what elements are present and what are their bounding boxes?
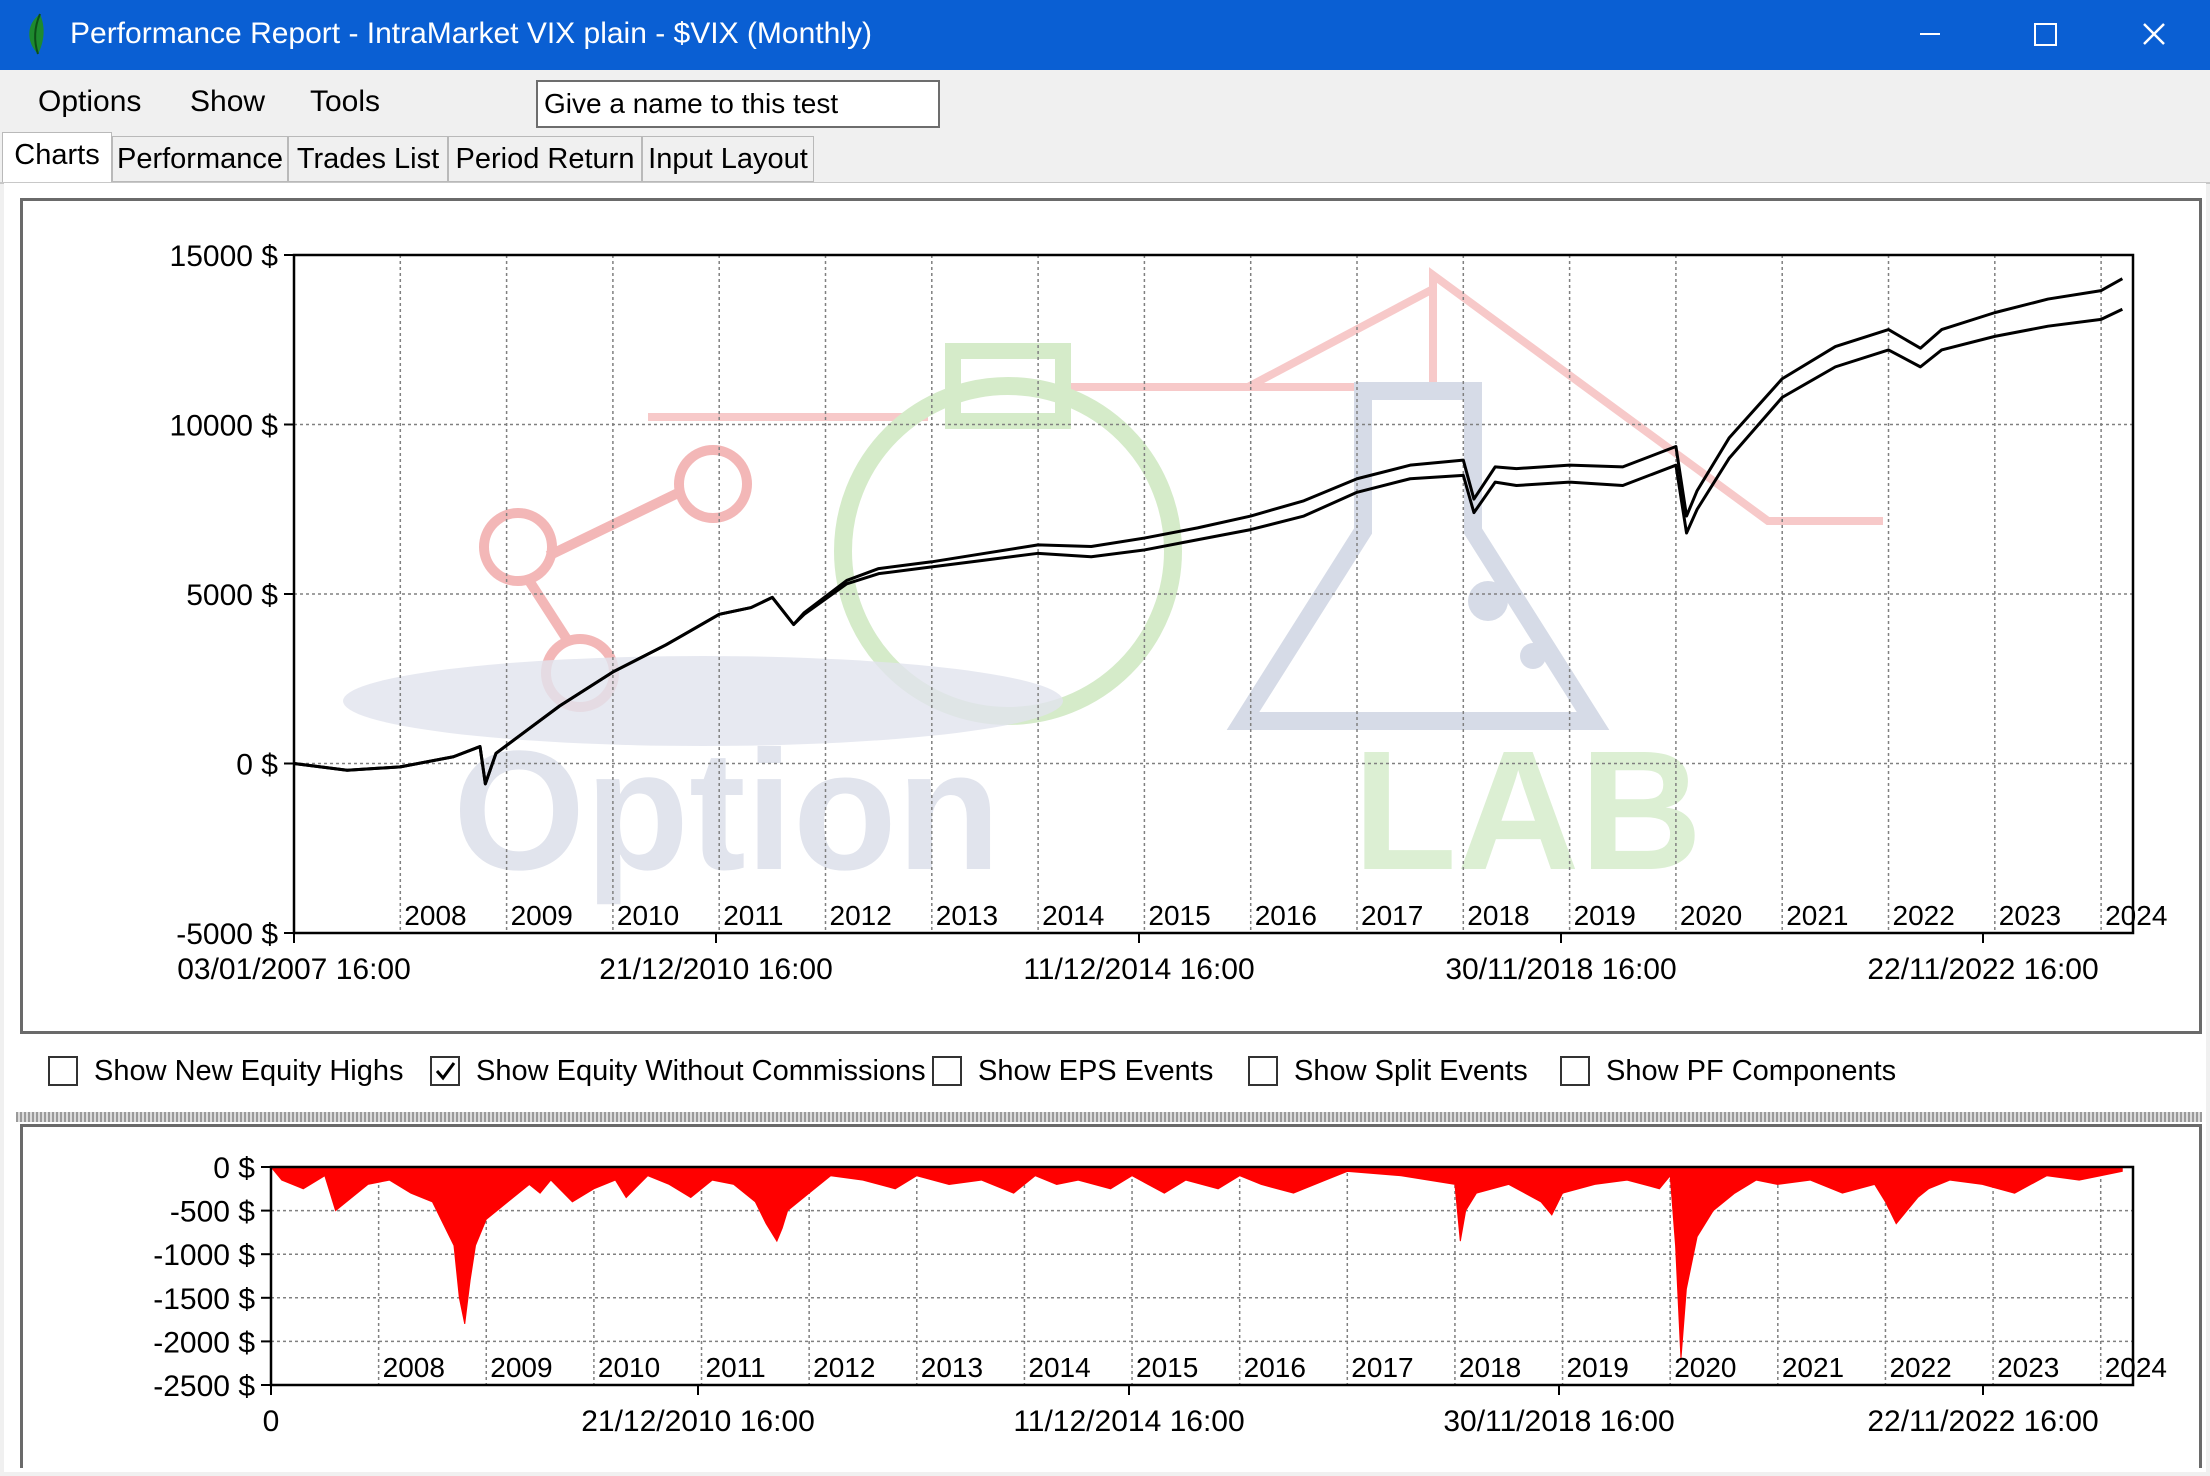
minimize-icon bbox=[1920, 33, 1940, 35]
year-label: 2012 bbox=[830, 900, 892, 931]
year-label: 2012 bbox=[813, 1352, 875, 1383]
year-label: 2016 bbox=[1255, 900, 1317, 931]
minimize-button[interactable] bbox=[1874, 0, 1984, 70]
year-label: 2024 bbox=[2105, 900, 2167, 931]
y-tick-label: -1000 $ bbox=[153, 1239, 255, 1272]
year-label: 2015 bbox=[1136, 1352, 1198, 1383]
checkbox-label: Show Split Events bbox=[1294, 1055, 1528, 1087]
menu-show[interactable]: Show bbox=[190, 85, 266, 118]
leaf-icon bbox=[29, 13, 44, 55]
tab-period-return[interactable]: Period Return bbox=[448, 136, 642, 182]
y-tick-label: -2500 $ bbox=[153, 1370, 255, 1403]
checkbox-label: Show PF Components bbox=[1606, 1055, 1897, 1087]
optionlab-watermark: Option LAB bbox=[343, 267, 1883, 906]
date-label: 22/11/2022 16:00 bbox=[1867, 1405, 2098, 1438]
date-label: 30/11/2018 16:00 bbox=[1445, 953, 1676, 986]
year-label: 2011 bbox=[706, 1352, 766, 1383]
checkbox-label: Show EPS Events bbox=[978, 1055, 1214, 1087]
checkbox-box[interactable] bbox=[932, 1056, 962, 1086]
test-name-input[interactable] bbox=[536, 80, 940, 128]
checkbox-label: Show Equity Without Commissions bbox=[476, 1055, 926, 1087]
checkbox-label: Show New Equity Highs bbox=[94, 1055, 404, 1087]
watermark-lab-text: LAB bbox=[1353, 716, 1702, 906]
year-label: 2023 bbox=[1997, 1352, 2059, 1383]
year-label: 2016 bbox=[1244, 1352, 1306, 1383]
year-label: 2017 bbox=[1351, 1352, 1413, 1383]
year-label: 2019 bbox=[1567, 1352, 1629, 1383]
year-label: 2008 bbox=[383, 1352, 445, 1383]
plot-frame bbox=[292, 253, 2135, 935]
year-label: 2019 bbox=[1574, 900, 1636, 931]
checkbox-box[interactable] bbox=[48, 1056, 78, 1086]
equity-line bbox=[293, 277, 2124, 786]
year-label: 2018 bbox=[1459, 1352, 1521, 1383]
drawdown-area bbox=[269, 1166, 2123, 1359]
plot-frame bbox=[269, 1165, 2135, 1387]
year-label: 2020 bbox=[1674, 1352, 1736, 1383]
checkmark-icon bbox=[435, 1062, 456, 1081]
year-label: 2024 bbox=[2105, 1352, 2167, 1383]
chart-options: Show New Equity Highs Show Equity Withou… bbox=[0, 1040, 2210, 1106]
maximize-icon bbox=[2034, 23, 2057, 46]
year-label: 2014 bbox=[1042, 900, 1104, 931]
drawdown-chart-panel: 0 $ -500 $ -1000 $ -1500 $ -2000 $ -2500 $ 200… bbox=[20, 1124, 2202, 1468]
year-label: 2009 bbox=[511, 900, 573, 931]
date-label: 11/12/2014 16:00 bbox=[1023, 953, 1254, 986]
year-label: 2013 bbox=[936, 900, 998, 931]
equity-chart: Option LAB 15000 $ 10000 $ 5000 $ 0 $ -5000 … bbox=[170, 240, 2168, 986]
equity-chart-panel: Option LAB 15000 $ 10000 $ 5000 $ 0 $ -5000 … bbox=[20, 198, 2202, 1034]
date-label: 30/11/2018 16:00 bbox=[1443, 1405, 1674, 1438]
year-label: 2013 bbox=[921, 1352, 983, 1383]
year-label: 2015 bbox=[1148, 900, 1210, 931]
y-tick-label: 15000 $ bbox=[170, 240, 279, 273]
year-label: 2023 bbox=[1999, 900, 2061, 931]
y-tick-label: -500 $ bbox=[170, 1196, 255, 1229]
year-label: 2020 bbox=[1680, 900, 1742, 931]
year-label: 2010 bbox=[598, 1352, 660, 1383]
year-label: 2017 bbox=[1361, 900, 1423, 931]
close-icon bbox=[2143, 23, 2165, 45]
date-label: 11/12/2014 16:00 bbox=[1013, 1405, 1244, 1438]
y-tick-label: -1500 $ bbox=[153, 1283, 255, 1316]
y-tick-label: -2000 $ bbox=[153, 1326, 255, 1359]
panel-splitter[interactable] bbox=[16, 1112, 2202, 1122]
date-label: 22/11/2022 16:00 bbox=[1867, 953, 2098, 986]
drawdown-chart: 0 $ -500 $ -1000 $ -1500 $ -2000 $ -2500 $ 200… bbox=[153, 1152, 2167, 1438]
menu-tools[interactable]: Tools bbox=[310, 85, 381, 118]
watermark-option-text: Option bbox=[453, 716, 1001, 906]
y-tick-label: 5000 $ bbox=[186, 579, 278, 612]
date-label: 21/12/2010 16:00 bbox=[581, 1405, 815, 1438]
title-bar: Performance Report - IntraMarket VIX pla… bbox=[0, 0, 2210, 70]
tab-charts[interactable]: Charts bbox=[2, 132, 112, 184]
y-tick-label: 0 $ bbox=[213, 1152, 255, 1185]
window-title: Performance Report - IntraMarket VIX pla… bbox=[70, 17, 872, 50]
y-tick-label: -5000 $ bbox=[176, 918, 278, 951]
menu-options[interactable]: Options bbox=[38, 85, 142, 118]
checkbox-box[interactable] bbox=[430, 1056, 460, 1086]
maximize-button[interactable] bbox=[1988, 0, 2098, 70]
year-label: 2010 bbox=[617, 900, 679, 931]
year-label: 2022 bbox=[1889, 1352, 1951, 1383]
year-label: 2022 bbox=[1893, 900, 1955, 931]
tab-input-layout[interactable]: Input Layout bbox=[642, 136, 814, 182]
year-label: 2018 bbox=[1467, 900, 1529, 931]
close-button[interactable] bbox=[2100, 0, 2210, 70]
year-label: 2021 bbox=[1782, 1352, 1844, 1383]
year-label: 2011 bbox=[723, 900, 783, 931]
y-tick-label: 0 $ bbox=[236, 749, 278, 782]
tab-performance[interactable]: Performance bbox=[112, 136, 288, 182]
checkbox-box[interactable] bbox=[1248, 1056, 1278, 1086]
year-label: 2009 bbox=[490, 1352, 552, 1383]
date-label: 0 bbox=[263, 1405, 280, 1438]
checkbox-box[interactable] bbox=[1560, 1056, 1590, 1086]
year-label: 2008 bbox=[404, 900, 466, 931]
year-label: 2021 bbox=[1786, 900, 1848, 931]
date-label: 21/12/2010 16:00 bbox=[599, 953, 833, 986]
date-label: 03/01/2007 16:00 bbox=[177, 953, 411, 986]
tab-trades-list[interactable]: Trades List bbox=[288, 136, 448, 182]
year-label: 2014 bbox=[1028, 1352, 1090, 1383]
menu-bar: Options Show Tools bbox=[0, 70, 2210, 132]
y-tick-label: 10000 $ bbox=[170, 410, 279, 443]
